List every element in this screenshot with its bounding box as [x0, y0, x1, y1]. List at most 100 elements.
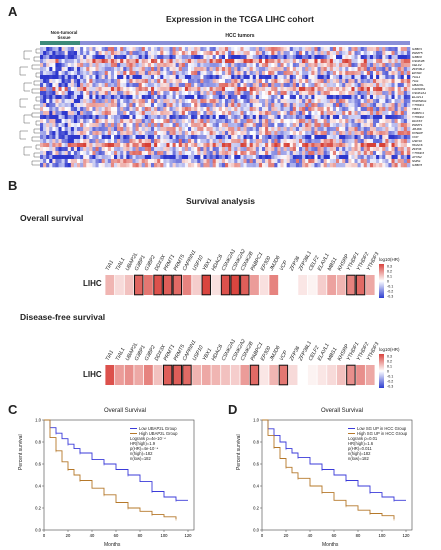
heatmap-cell — [280, 71, 284, 76]
heatmap-cell — [286, 51, 291, 56]
heatmap-cell — [388, 55, 392, 60]
heatmap-cell — [154, 111, 158, 116]
heatmap-cell — [265, 155, 269, 160]
row-label: PRMT5 — [412, 51, 423, 55]
heatmap-cell — [70, 131, 75, 136]
heatmap-cell — [268, 123, 272, 128]
heatmap-cell — [77, 95, 81, 100]
heatmap-cell — [95, 115, 99, 120]
heatmap-cell — [231, 67, 235, 72]
heatmap-cell — [271, 119, 275, 124]
heatmap-cell — [329, 95, 334, 100]
heatmap-cell — [215, 55, 220, 60]
heatmap-cell — [120, 163, 124, 168]
heatmap-cell — [83, 127, 87, 132]
heatmap-cell — [197, 63, 201, 68]
heatmap-cell — [95, 127, 99, 132]
heatmap-cell — [228, 139, 232, 144]
heatmap-cell — [357, 67, 361, 72]
heatmap-cell — [336, 51, 340, 56]
heatmap-cell — [157, 75, 161, 80]
heatmap-cell — [308, 115, 312, 120]
heatmap-cell — [73, 139, 78, 144]
heatmap-cell — [61, 147, 65, 152]
row-label: KHSRP — [412, 131, 424, 135]
heatmap-cell — [129, 95, 133, 100]
heatmap-cell — [98, 79, 102, 84]
heatmap-cell — [43, 55, 47, 60]
heatmap-cell — [283, 103, 287, 108]
heatmap-cell — [369, 147, 374, 152]
dendrogram-link — [35, 120, 40, 126]
heatmap-cell — [43, 71, 47, 76]
heatmap-cell — [336, 131, 340, 136]
heatmap-cell — [184, 163, 189, 168]
scale-tick: -0.2 — [387, 290, 393, 294]
heatmap-cell — [345, 127, 349, 132]
heatmap-cell — [271, 139, 275, 144]
heatmap-cell — [117, 147, 121, 152]
heatmap-cell — [178, 75, 183, 80]
heatmap-cell — [64, 91, 69, 96]
legend-entry: HR(high)=1.6 — [348, 441, 374, 446]
heatmap-cell — [379, 59, 383, 64]
heatmap-cell — [117, 103, 121, 108]
heatmap-cell — [317, 151, 321, 156]
heatmap-cell — [151, 111, 155, 116]
heatmap-cell — [342, 75, 346, 80]
heatmap-cell — [169, 135, 173, 140]
heatmap-cell — [305, 159, 309, 164]
heatmap-cell — [391, 131, 395, 136]
heatmap-cell — [70, 151, 75, 156]
heatmap-cell — [55, 119, 59, 124]
scale-tick: -0.1 — [387, 285, 393, 289]
heatmap-cell — [101, 115, 106, 120]
heatmap-cell — [243, 159, 247, 164]
heatmap-cell — [52, 147, 56, 152]
heatmap-cell — [234, 143, 238, 148]
heatmap-cell — [271, 67, 275, 72]
heatmap-cell — [110, 63, 115, 68]
heatmap-cell — [360, 67, 365, 72]
heatmap-cell — [169, 83, 173, 88]
heatmap-cell — [342, 79, 346, 84]
heatmap-cell — [326, 71, 331, 76]
heatmap-cell — [206, 159, 210, 164]
heatmap-cell — [89, 67, 93, 72]
heatmap-cell — [369, 139, 374, 144]
heatmap-cell — [218, 127, 223, 132]
heatmap-cell — [135, 115, 139, 120]
heatmap-cell — [144, 131, 149, 136]
heatmap-cell — [49, 55, 53, 60]
heatmap-cell — [215, 51, 220, 56]
heatmap-cell — [302, 55, 306, 60]
heatmap-cell — [200, 91, 204, 96]
heatmap-cell — [329, 143, 334, 148]
heatmap-cell — [144, 95, 149, 100]
heatmap-cell — [67, 71, 72, 76]
heatmap-cell — [360, 87, 365, 92]
heatmap-cell — [268, 131, 272, 136]
scale-tick: -0.2 — [387, 380, 393, 384]
heatmap-cell — [209, 147, 213, 152]
heatmap-cell — [144, 155, 149, 160]
heatmap-cell — [203, 155, 207, 160]
heatmap-cell — [218, 67, 223, 72]
heatmap-cell — [373, 135, 377, 140]
heatmap-cell — [342, 127, 346, 132]
heatmap-cell — [258, 83, 263, 88]
heatmap-cell — [308, 111, 312, 116]
heatmap-cell — [314, 99, 318, 104]
heatmap-cell — [123, 163, 127, 168]
heatmap-cell — [46, 163, 50, 168]
significant-box — [220, 274, 231, 296]
heatmap-cell — [157, 63, 161, 68]
heatmap-cell — [225, 107, 229, 112]
row-dendrogram — [19, 48, 40, 166]
heatmap-cell — [89, 87, 93, 92]
heatmap-cell — [218, 103, 223, 108]
heatmap-cell — [363, 147, 368, 152]
heatmap-cell — [191, 103, 195, 108]
heatmap-cell — [154, 107, 158, 112]
heatmap-cell — [351, 63, 355, 68]
